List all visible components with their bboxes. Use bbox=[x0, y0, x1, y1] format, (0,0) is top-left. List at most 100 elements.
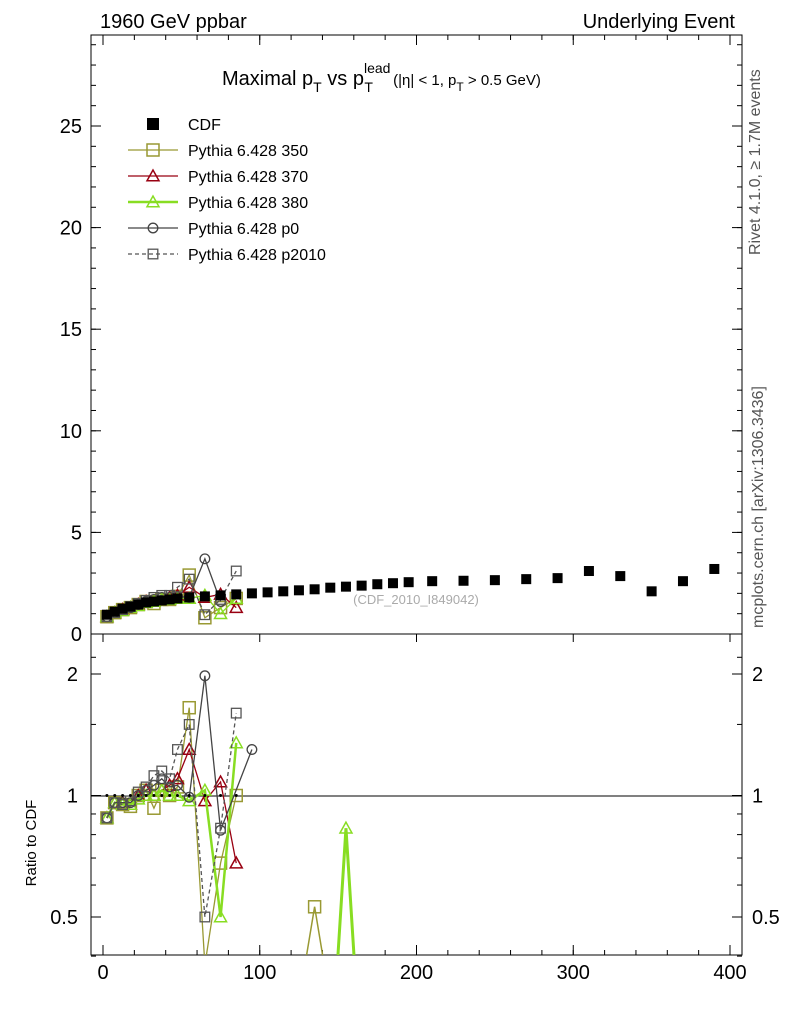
main-series bbox=[99, 553, 720, 625]
ratio-point bbox=[338, 820, 354, 834]
series-point bbox=[228, 600, 244, 614]
cdf-ratio-point bbox=[219, 794, 223, 797]
legend-marker bbox=[147, 118, 159, 130]
cdf-ratio-point bbox=[187, 794, 191, 797]
cdf-point bbox=[325, 582, 336, 593]
cdf-ratio-point bbox=[144, 794, 148, 797]
ratio-point bbox=[123, 799, 138, 814]
cdf-ratio-point bbox=[136, 794, 140, 797]
ratio-point bbox=[213, 909, 228, 923]
cdf-ratio-point bbox=[152, 794, 156, 797]
ratio-point bbox=[197, 793, 213, 807]
x-tick-label: 100 bbox=[243, 962, 276, 984]
series-point bbox=[213, 606, 228, 620]
ratio-point bbox=[213, 774, 228, 788]
plot-title: Maximal pT vs plead T (|η| < 1, pT > 0.5 … bbox=[222, 60, 541, 95]
ratio-point bbox=[164, 773, 176, 785]
ratio-point bbox=[199, 911, 211, 923]
ratio-point bbox=[246, 744, 258, 755]
x-tick-label: 400 bbox=[713, 962, 746, 984]
cdf-ratio-point bbox=[175, 794, 179, 797]
cdf-ratio-series bbox=[105, 794, 238, 797]
y-tick-label: 5 bbox=[71, 522, 82, 544]
x-tick-label: 300 bbox=[557, 962, 590, 984]
ratio-point bbox=[199, 959, 211, 971]
cdf-ratio-point bbox=[113, 794, 117, 797]
y-tick-label: 10 bbox=[60, 421, 82, 443]
ratio-point bbox=[172, 779, 183, 791]
mcplots-label: mcplots.cern.ch [arXiv:1306.3436] bbox=[750, 386, 767, 628]
legend-label: Pythia 6.428 p2010 bbox=[188, 247, 326, 264]
cdf-point bbox=[156, 595, 167, 606]
cdf-ratio-point bbox=[105, 794, 109, 797]
cdf-series bbox=[101, 563, 720, 620]
legend-label: Pythia 6.428 380 bbox=[188, 195, 308, 212]
cdf-point bbox=[172, 593, 183, 604]
ratio-point bbox=[199, 670, 211, 682]
ratio-point bbox=[147, 801, 161, 815]
cdf-point bbox=[184, 592, 195, 603]
ratio-point bbox=[101, 812, 113, 824]
ratio-point bbox=[156, 765, 168, 777]
ratio-point bbox=[181, 741, 197, 756]
cdf-point bbox=[677, 576, 688, 587]
cdf-point bbox=[133, 599, 144, 610]
cdf-ratio-point bbox=[121, 794, 125, 797]
ratio-spike bbox=[305, 906, 324, 955]
ratio-series-3 bbox=[99, 735, 356, 955]
legend-marker bbox=[145, 194, 161, 208]
ratio-point bbox=[172, 744, 183, 755]
analysis-watermark: (CDF_2010_I849042) bbox=[353, 592, 479, 607]
cdf-point bbox=[709, 563, 720, 574]
ratio-y-tick-label: 0.5 bbox=[50, 907, 78, 929]
y-tick-label: 15 bbox=[60, 319, 82, 341]
ratio-point bbox=[230, 707, 242, 719]
y-tick-label: 25 bbox=[60, 116, 82, 138]
ratio-point bbox=[164, 781, 176, 793]
legend-label: Pythia 6.428 350 bbox=[188, 143, 308, 160]
ratio-y-tick-label-right: 0.5 bbox=[752, 907, 780, 929]
ratio-point bbox=[156, 773, 168, 785]
cdf-point bbox=[458, 575, 469, 586]
cdf-point bbox=[293, 585, 304, 596]
legend-marker bbox=[147, 222, 159, 234]
ratio-series-5 bbox=[101, 707, 242, 923]
cdf-point bbox=[101, 609, 112, 620]
cdf-point bbox=[125, 601, 136, 612]
cdf-point bbox=[215, 590, 226, 601]
legend-marker bbox=[145, 168, 161, 182]
cdf-ratio-point bbox=[234, 794, 238, 797]
x-tick-label: 200 bbox=[400, 962, 433, 984]
legend-marker bbox=[147, 248, 159, 260]
header-right: Underlying Event bbox=[583, 11, 736, 33]
legend-label: Pythia 6.428 p0 bbox=[188, 221, 299, 238]
cdf-point bbox=[164, 594, 175, 605]
ratio-series-2 bbox=[99, 741, 244, 869]
ratio-y-tick-label-right: 2 bbox=[752, 664, 763, 686]
series-point bbox=[199, 553, 211, 565]
cdf-point bbox=[403, 577, 414, 588]
ratio-point bbox=[117, 799, 129, 810]
cdf-point bbox=[387, 578, 398, 589]
ratio-point bbox=[228, 855, 244, 869]
rivet-version-label: Rivet 4.1.0, ≥ 1.7M events bbox=[747, 69, 764, 255]
series-point bbox=[172, 581, 183, 593]
ratio-point bbox=[162, 787, 177, 802]
ratio-point bbox=[215, 822, 227, 834]
cdf-point bbox=[583, 566, 594, 577]
cdf-point bbox=[372, 579, 383, 590]
cdf-ratio-point bbox=[160, 794, 164, 797]
ratio-y-tick-label: 1 bbox=[67, 786, 78, 808]
cdf-point bbox=[199, 591, 210, 602]
cdf-point bbox=[552, 573, 563, 584]
header-left: 1960 GeV ppbar bbox=[100, 11, 247, 33]
ratio-line bbox=[106, 713, 237, 918]
legend-marker bbox=[146, 143, 160, 157]
cdf-point bbox=[356, 580, 367, 591]
ratio-ylabel: Ratio to CDF bbox=[23, 800, 40, 887]
ratio-point bbox=[228, 735, 244, 749]
cdf-ratio-point bbox=[168, 794, 172, 797]
series-point bbox=[230, 565, 242, 577]
y-tick-label: 0 bbox=[71, 624, 82, 646]
